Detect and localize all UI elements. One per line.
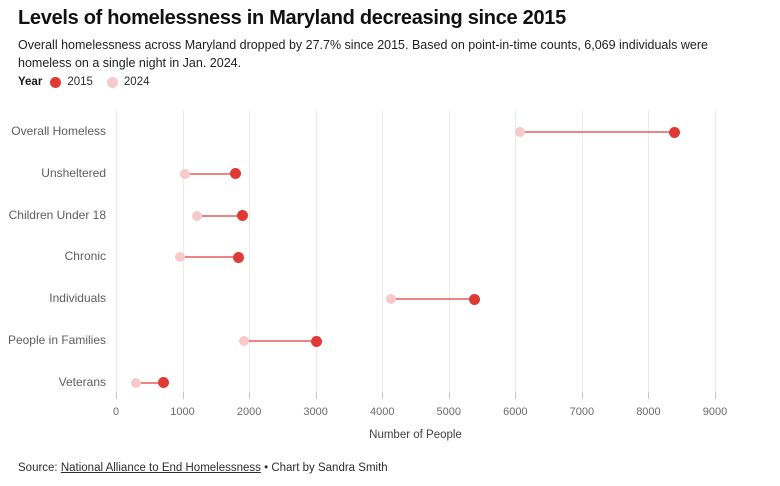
dumbbell-connector — [391, 298, 475, 301]
x-tick-label: 1000 — [170, 406, 195, 418]
dumbbell-connector — [244, 340, 317, 343]
gridline — [515, 110, 517, 399]
dot-2024 — [239, 336, 250, 347]
axis-tick — [116, 392, 117, 399]
x-tick-label: 6000 — [503, 406, 528, 418]
x-tick-label: 8000 — [636, 406, 661, 418]
axis-tick — [448, 392, 450, 399]
gridline — [315, 110, 317, 399]
axis-tick — [515, 392, 517, 399]
source-prefix: Source: — [18, 462, 61, 474]
axis-tick — [182, 392, 184, 399]
dot-2015 — [668, 126, 680, 138]
category-label: People in Families — [7, 333, 106, 348]
axis-tick — [648, 392, 650, 399]
dot-2024 — [131, 377, 142, 388]
source-footer: Source: National Alliance to End Homeles… — [18, 462, 388, 474]
axis-tick — [382, 392, 384, 399]
gridline — [116, 110, 117, 399]
legend: Year 2015 2024 — [18, 76, 158, 88]
dumbbell-connector — [136, 381, 164, 384]
axis-tick — [581, 392, 583, 399]
dot-2015 — [229, 168, 241, 180]
gridline — [249, 110, 251, 399]
x-axis-title: Number of People — [369, 429, 462, 441]
dumbbell-connector — [196, 214, 243, 217]
x-tick-label: 4000 — [369, 406, 395, 418]
legend-label-2024: 2024 — [123, 76, 150, 88]
category-label: Individuals — [49, 291, 106, 306]
axis-tick — [715, 392, 716, 399]
dumbbell-connector — [179, 256, 239, 259]
dot-2015 — [158, 377, 170, 389]
x-tick-label: 7000 — [569, 406, 595, 418]
dot-2024 — [514, 127, 525, 137]
gridline — [715, 110, 716, 399]
dumbbell-connector — [519, 131, 675, 133]
x-tick-label: 5000 — [436, 406, 461, 418]
dot-2024 — [191, 210, 202, 221]
gridline — [648, 110, 650, 399]
dot-2024 — [179, 168, 190, 179]
x-tick-label: 0 — [112, 406, 120, 418]
gridline — [581, 110, 583, 399]
source-link[interactable]: National Alliance to End Homelessness — [60, 462, 261, 474]
dot-2024 — [174, 252, 185, 263]
x-tick-label: 2000 — [236, 406, 262, 418]
gridline — [448, 110, 450, 399]
legend-label-2015: 2015 — [67, 76, 93, 88]
gridline — [382, 110, 384, 399]
dumbbell-connector — [184, 172, 236, 175]
category-label: Veterans — [58, 374, 106, 389]
x-tick-label: 9000 — [702, 406, 728, 418]
dot-2015 — [237, 210, 249, 222]
axis-tick — [315, 392, 317, 399]
dot-2015 — [232, 251, 244, 263]
chart-title: Levels of homelessness in Maryland decre… — [18, 7, 566, 29]
x-tick-label: 3000 — [303, 406, 328, 418]
chart-subtitle: Overall homelessness across Maryland dro… — [18, 38, 708, 71]
category-label: Children Under 18 — [8, 207, 106, 222]
category-label: Chronic — [64, 249, 106, 264]
dot-2024 — [386, 294, 397, 305]
legend-dot-2015-icon — [50, 76, 62, 88]
axis-tick — [249, 392, 251, 399]
legend-title: Year — [18, 76, 43, 88]
category-label: Unsheltered — [41, 165, 106, 180]
dot-2015 — [468, 293, 480, 305]
category-label: Overall Homeless — [11, 124, 106, 138]
chart-credit: • Chart by Sandra Smith — [260, 462, 388, 474]
legend-dot-2024-icon — [106, 76, 118, 88]
dot-2015 — [310, 335, 322, 347]
